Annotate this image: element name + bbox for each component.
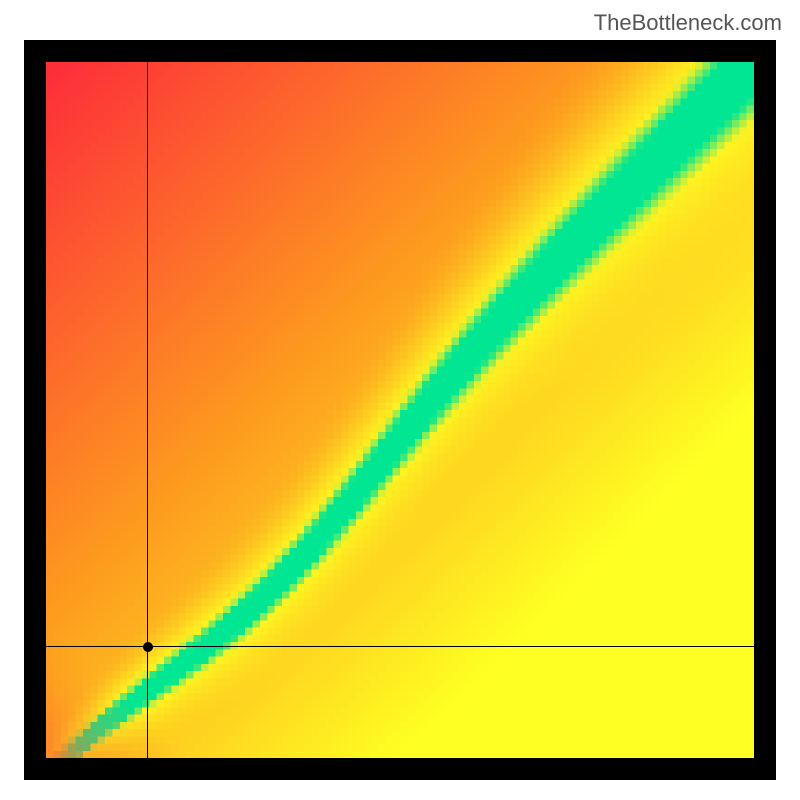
crosshair-marker [143, 642, 153, 652]
crosshair-vertical [147, 62, 148, 758]
watermark-text: TheBottleneck.com [594, 10, 782, 36]
bottleneck-heatmap [46, 62, 754, 758]
chart-container: TheBottleneck.com [0, 0, 800, 800]
